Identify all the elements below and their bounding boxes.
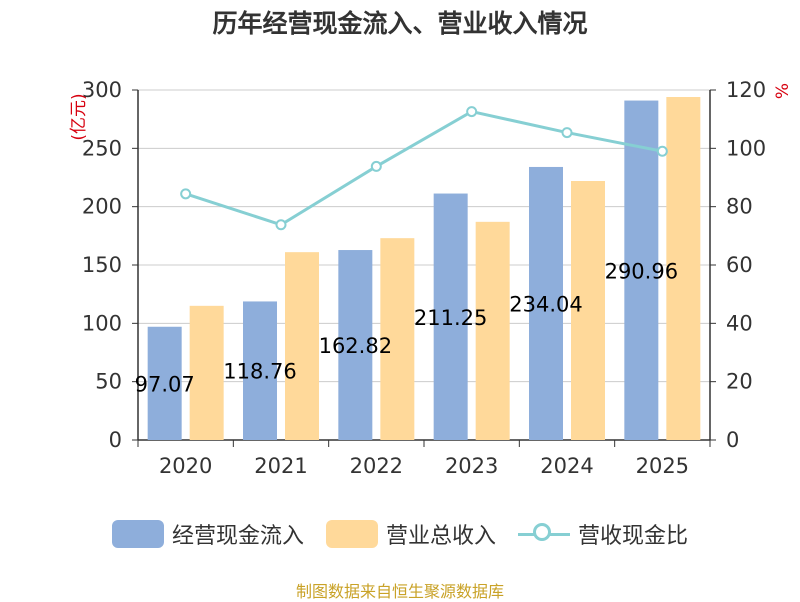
x-axis-tick-label: 2024 bbox=[540, 454, 593, 478]
right-axis-tick-label: 40 bbox=[726, 311, 753, 335]
legend-swatch-revenue bbox=[325, 520, 378, 548]
right-axis-unit: % bbox=[773, 83, 793, 99]
x-axis-tick-label: 2025 bbox=[636, 454, 689, 478]
bar-cash-inflow bbox=[243, 301, 277, 440]
legend-swatch-ratio bbox=[518, 520, 570, 548]
bar-revenue bbox=[571, 181, 605, 440]
data-label-cash-inflow: 118.76 bbox=[223, 360, 296, 384]
ratio-point bbox=[370, 160, 382, 172]
ratio-point bbox=[275, 219, 287, 231]
legend-swatch-cash-inflow bbox=[111, 520, 164, 548]
x-axis-tick-label: 2023 bbox=[445, 454, 498, 478]
x-axis-tick-label: 2021 bbox=[254, 454, 307, 478]
legend-label-ratio: 营收现金比 bbox=[578, 524, 689, 549]
right-axis-tick-label: 80 bbox=[726, 195, 753, 219]
right-axis-tick-label: 120 bbox=[726, 78, 766, 102]
data-label-cash-inflow: 290.96 bbox=[605, 259, 678, 283]
left-axis-tick-label: 300 bbox=[82, 78, 122, 102]
data-label-cash-inflow: 211.25 bbox=[414, 306, 487, 330]
chart-title: 历年经营现金流入、营业收入情况 bbox=[212, 9, 588, 38]
bar-cash-inflow bbox=[433, 193, 468, 440]
left-axis-unit: (亿元) bbox=[69, 93, 89, 140]
left-axis-tick-label: 150 bbox=[82, 253, 122, 277]
data-label-cash-inflow: 97.07 bbox=[135, 372, 195, 396]
x-axis-tick-label: 2020 bbox=[159, 454, 212, 478]
bar-revenue bbox=[475, 221, 510, 440]
left-axis-tick-label: 200 bbox=[82, 195, 122, 219]
bar-revenue bbox=[380, 238, 415, 440]
data-label-cash-inflow: 234.04 bbox=[509, 292, 582, 316]
legend-item-cash-inflow[interactable]: 经营现金流入 bbox=[111, 518, 304, 550]
right-axis-tick-label: 20 bbox=[726, 370, 753, 394]
bar-cash-inflow bbox=[624, 100, 659, 441]
legend-label-revenue: 营业总收入 bbox=[385, 524, 496, 549]
ratio-point bbox=[180, 188, 192, 200]
ratio-point bbox=[466, 106, 478, 118]
legend-item-revenue[interactable]: 营业总收入 bbox=[325, 518, 496, 550]
ratio-line bbox=[185, 109, 663, 227]
right-axis-tick-label: 0 bbox=[726, 428, 739, 452]
left-axis-tick-label: 100 bbox=[82, 311, 122, 335]
left-axis-tick-label: 50 bbox=[95, 370, 122, 394]
source-note: 制图数据来自恒生聚源数据库 bbox=[295, 582, 504, 601]
left-axis-tick-label: 0 bbox=[109, 428, 122, 452]
bar-revenue bbox=[666, 97, 701, 440]
left-axis-tick-label: 250 bbox=[82, 136, 122, 160]
ratio-point bbox=[561, 127, 573, 139]
bar-revenue bbox=[285, 252, 319, 440]
legend-item-ratio[interactable]: 营收现金比 bbox=[518, 518, 688, 550]
ratio-point bbox=[656, 145, 668, 157]
bar-revenue bbox=[189, 305, 224, 440]
x-axis-tick-label: 2022 bbox=[350, 454, 403, 478]
data-label-cash-inflow: 162.82 bbox=[319, 334, 392, 358]
right-axis-tick-label: 60 bbox=[726, 253, 753, 277]
bar-cash-inflow bbox=[338, 250, 373, 440]
bar-cash-inflow bbox=[529, 166, 563, 440]
bar-cash-inflow bbox=[147, 326, 182, 440]
legend-label-cash-inflow: 经营现金流入 bbox=[171, 524, 304, 549]
right-axis-tick-label: 100 bbox=[726, 136, 766, 160]
legend: 经营现金流入 营业总收入 营收现金比 bbox=[0, 514, 800, 554]
